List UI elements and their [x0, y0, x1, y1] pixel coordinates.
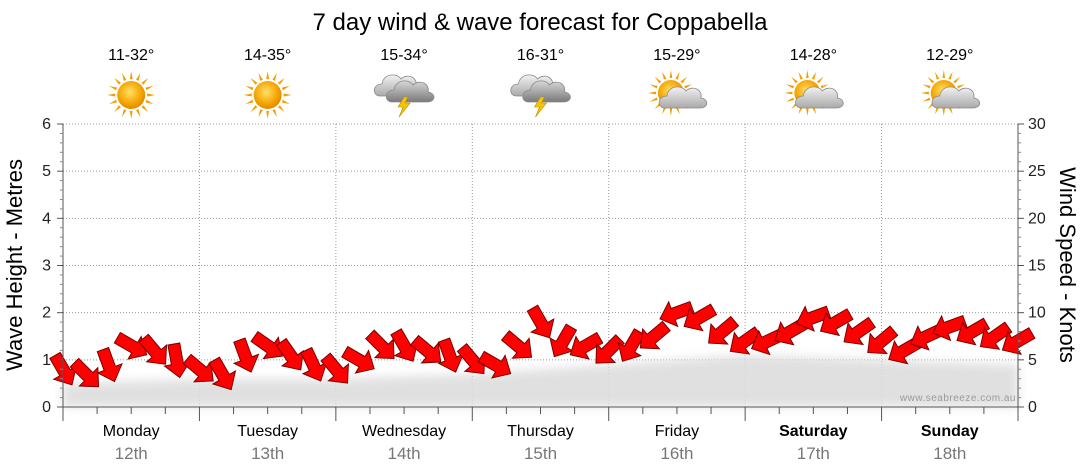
temperature-range: 15-34° — [380, 47, 427, 64]
cloud-shape — [795, 86, 844, 109]
sun-disc — [253, 81, 282, 109]
y-axis-right-label: Wind Speed - Knots — [1055, 167, 1080, 363]
day-labels: Monday 12th Tuesday 13th Wednesday 14th Thursd… — [103, 423, 979, 463]
y-tick-label-left: 2 — [42, 305, 51, 322]
partly-cloudy-icon — [647, 70, 708, 116]
y-tick-label-left: 4 — [42, 210, 51, 227]
day-date-label: 18th — [933, 444, 966, 463]
wind-arrow — [500, 330, 533, 359]
cloud-shape — [931, 86, 981, 109]
wind-arrow — [795, 305, 832, 332]
wind-arrow — [659, 300, 695, 328]
wind-arrow — [569, 331, 604, 360]
temperature-range: 11-32° — [108, 47, 154, 64]
y-tick-label-left: 0 — [42, 399, 51, 416]
storm-icon — [373, 74, 435, 118]
wave-height-series — [63, 355, 1018, 407]
weather-row: 11-32° 14-35° 15-34° 16-31° 15-29° 14-28° 12-2… — [107, 47, 981, 119]
y-tick-label-right: 30 — [1028, 116, 1046, 133]
wind-arrow — [617, 328, 646, 362]
wind-arrow — [113, 331, 148, 360]
wind-arrow — [729, 326, 763, 355]
y-axis-left-label: Wave Height - Metres — [2, 159, 27, 371]
wind-arrow — [932, 314, 968, 342]
axes: 0 1 2 3 4 5 6 0 5 10 15 20 25 30 — [42, 116, 1046, 421]
y-tick-label-right: 25 — [1028, 163, 1046, 180]
cloud-shape — [658, 86, 708, 109]
y-tick-label-left: 1 — [42, 352, 51, 369]
y-tick-label-right: 20 — [1028, 210, 1046, 227]
wind-arrow — [96, 346, 123, 383]
lightning-bolt — [533, 96, 548, 118]
wind-arrow — [708, 315, 740, 345]
day-name-label: Thursday — [507, 423, 574, 440]
wind-arrow — [477, 350, 512, 379]
wind-arrow — [250, 330, 283, 360]
wind-arrow — [182, 353, 214, 383]
wind-arrow — [300, 346, 328, 382]
wind-arrow — [275, 337, 304, 371]
day-date-label: 14th — [388, 444, 421, 463]
wind-arrow — [595, 334, 625, 364]
day-name-label: Sunday — [921, 423, 979, 440]
temperature-range: 12-29° — [926, 47, 973, 64]
day-date-label: 13th — [251, 444, 284, 463]
sun-rays — [107, 71, 156, 119]
y-tick-label-right: 5 — [1028, 352, 1037, 369]
day-name-label: Saturday — [779, 423, 848, 440]
wind-arrow — [320, 352, 349, 384]
temperature-range: 14-35° — [244, 47, 291, 64]
sun-icon — [107, 71, 156, 119]
sun-disc — [117, 81, 146, 109]
y-tick-label-left: 6 — [42, 116, 51, 133]
temperature-range: 16-31° — [517, 47, 564, 64]
temperature-range: 14-28° — [790, 47, 837, 64]
wind-arrow — [138, 333, 168, 365]
wind-arrow — [341, 345, 375, 374]
wind-arrow — [437, 337, 464, 373]
y-tick-label-right: 15 — [1028, 258, 1046, 275]
day-name-label: Wednesday — [362, 423, 446, 440]
wind-arrow — [526, 304, 555, 339]
lightning-bolt — [397, 96, 411, 118]
wave-height-area — [63, 355, 1018, 407]
day-name-label: Friday — [655, 423, 699, 440]
y-tick-label-right: 10 — [1028, 305, 1046, 322]
chart-title: 7 day wind & wave forecast for Coppabell… — [313, 9, 769, 36]
wind-arrow — [410, 334, 442, 364]
day-date-label: 16th — [660, 444, 693, 463]
wind-arrow — [208, 356, 237, 391]
partly-cloudy-icon — [784, 70, 844, 116]
y-tick-label-right: 0 — [1028, 399, 1037, 416]
cloud-shape — [385, 80, 435, 103]
day-date-label: 12th — [115, 444, 148, 463]
day-name-label: Tuesday — [237, 423, 298, 440]
day-date-label: 15th — [524, 444, 557, 463]
wind-arrow — [232, 337, 260, 373]
cloud-shape — [522, 80, 571, 103]
y-tick-label-left: 5 — [42, 163, 51, 180]
partly-cloudy-icon — [920, 70, 981, 116]
wind-arrow — [365, 329, 395, 359]
wind-arrow — [843, 316, 877, 346]
wind-arrow — [867, 325, 899, 355]
wind-arrow — [639, 320, 671, 350]
day-name-label: Monday — [103, 423, 160, 440]
wind-arrow — [979, 321, 1013, 350]
wind-arrow — [819, 308, 854, 337]
temperature-range: 15-29° — [653, 47, 700, 64]
wind-arrow — [956, 317, 991, 346]
wind-arrow — [683, 303, 718, 332]
y-tick-label-left: 3 — [42, 258, 51, 275]
credit-text: www.seabreeze.com.au — [899, 393, 1016, 404]
sun-icon — [243, 71, 292, 119]
sun-rays — [243, 71, 292, 119]
day-date-label: 17th — [797, 444, 830, 463]
wind-arrow — [69, 357, 100, 388]
storm-icon — [510, 74, 571, 118]
wind-arrow — [549, 323, 578, 358]
